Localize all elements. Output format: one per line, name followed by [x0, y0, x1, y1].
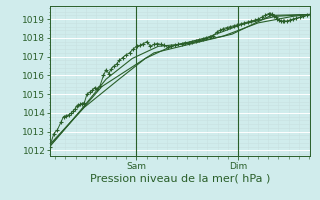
X-axis label: Pression niveau de la mer( hPa ): Pression niveau de la mer( hPa )	[90, 173, 270, 183]
